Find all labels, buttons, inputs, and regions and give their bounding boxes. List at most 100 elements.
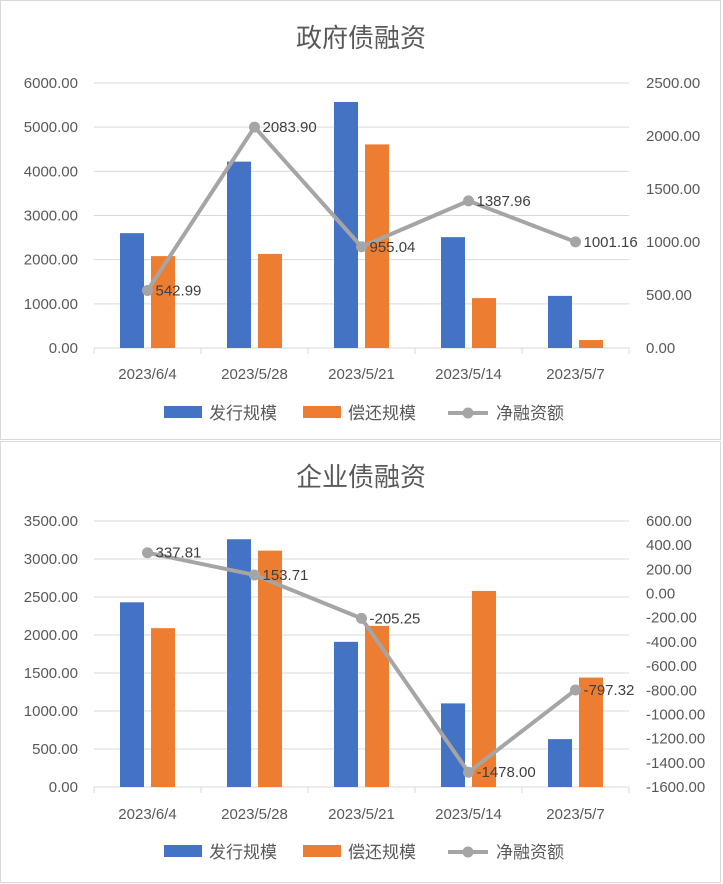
corp-legend-item: 净融资额: [448, 843, 564, 863]
gov-net-financing-label: 955.04: [370, 239, 416, 256]
gov-legend-label: 净融资额: [496, 404, 564, 424]
corp-bar-repayment: [151, 628, 175, 787]
gov-left-tick-label: 5000.00: [24, 119, 78, 136]
corp-right-tick-label: -200.00: [646, 610, 697, 627]
corp-right-tick-label: -400.00: [646, 634, 697, 651]
gov-category-label: 2023/5/7: [546, 366, 604, 383]
corp-left-tick-label: 1000.00: [24, 703, 78, 720]
gov-bar-issuance: [120, 233, 144, 348]
corp-right-tick-label: -800.00: [646, 682, 697, 699]
gov-right-tick-label: 2000.00: [646, 128, 700, 145]
corp-right-tick-label: 400.00: [646, 537, 692, 554]
corp-category-label: 2023/6/4: [118, 806, 176, 823]
gov-bond-chart: 政府债融资 0.00 1000.00 2000.00 3000.00 4000.00 500…: [24, 24, 700, 424]
corp-bar-repayment: [579, 677, 603, 787]
corp-category-label: 2023/5/7: [546, 806, 604, 823]
corp-bond-chart: 企业债融资 0.00 500.00 1000.00 1500.00 2000.00 2500…: [24, 463, 705, 863]
gov-category-label: 2023/5/21: [328, 366, 395, 383]
corp-right-tick-label: 600.00: [646, 513, 692, 530]
corp-category-label: 2023/5/28: [221, 806, 288, 823]
gov-left-tick-label: 6000.00: [24, 75, 78, 92]
gov-bar-issuance: [548, 295, 572, 348]
corp-bar-repayment: [472, 590, 496, 787]
gov-net-financing-point: [570, 236, 581, 248]
gov-net-financing-label: 2083.90: [263, 119, 317, 136]
gov-legend-label: 发行规模: [209, 404, 277, 424]
corp-bond-chart-panel: 企业债融资 0.00 500.00 1000.00 1500.00 2000.00 2500…: [0, 441, 721, 883]
gov-bond-chart-panel: 政府债融资 0.00 1000.00 2000.00 3000.00 4000.00 500…: [0, 0, 721, 440]
corp-bar-issuance: [120, 602, 144, 787]
gov-left-tick-label: 0.00: [49, 340, 78, 357]
gov-right-tick-label: 2500.00: [646, 75, 700, 92]
corp-net-financing-point: [142, 547, 153, 559]
corp-left-tick-label: 2500.00: [24, 589, 78, 606]
corp-net-financing-label: 337.81: [156, 545, 202, 562]
corp-left-tick-label: 500.00: [32, 741, 78, 758]
corp-legend-swatch: [303, 845, 341, 857]
gov-net-financing-point: [356, 241, 367, 253]
corp-chart-title: 企业债融资: [296, 463, 426, 493]
gov-legend-label: 偿还规模: [348, 404, 416, 424]
gov-right-tick-label: 1500.00: [646, 181, 700, 198]
gov-left-tick-label: 1000.00: [24, 296, 78, 313]
corp-legend-swatch: [164, 845, 202, 857]
gov-left-tick-label: 2000.00: [24, 252, 78, 269]
corp-right-tick-label: -1400.00: [646, 755, 705, 772]
gov-legend-swatch: [303, 406, 341, 418]
corp-right-tick-label: 0.00: [646, 586, 675, 603]
gov-legend-item: 净融资额: [448, 404, 564, 424]
gov-left-tick-label: 4000.00: [24, 163, 78, 180]
corp-net-financing-point: [249, 569, 260, 581]
gov-category-label: 2023/5/14: [435, 366, 502, 383]
gov-legend-swatch: [164, 406, 202, 418]
gov-net-financing-label: 1387.96: [477, 193, 531, 210]
gov-legend-marker: [462, 407, 474, 419]
corp-net-financing-label: -205.25: [370, 610, 421, 627]
gov-category-label: 2023/5/28: [221, 366, 288, 383]
corp-legend-label: 净融资额: [496, 843, 564, 863]
corp-left-tick-label: 1500.00: [24, 665, 78, 682]
gov-right-tick-label: 500.00: [646, 287, 692, 304]
corp-right-tick-label: 200.00: [646, 561, 692, 578]
gov-bar-repayment: [579, 340, 603, 348]
gov-legend-item: 发行规模: [164, 404, 277, 424]
gov-net-financing-label: 542.99: [156, 282, 202, 299]
corp-category-label: 2023/5/14: [435, 806, 502, 823]
gov-net-financing-point: [249, 121, 260, 133]
corp-net-financing-point: [570, 684, 581, 696]
corp-net-financing-label: 153.71: [263, 567, 309, 584]
corp-bar-repayment: [258, 550, 282, 787]
corp-legend-label: 发行规模: [209, 843, 277, 863]
gov-bar-repayment: [258, 253, 282, 348]
corp-legend-item: 发行规模: [164, 843, 277, 863]
corp-net-financing-point: [463, 766, 474, 778]
gov-chart-title: 政府债融资: [296, 24, 426, 54]
corp-net-financing-label: -1478.00: [477, 764, 536, 781]
corp-right-tick-label: -1000.00: [646, 706, 705, 723]
gov-category-label: 2023/6/4: [118, 366, 176, 383]
gov-bar-issuance: [227, 161, 251, 348]
gov-right-tick-label: 1000.00: [646, 234, 700, 251]
gov-legend-item: 偿还规模: [303, 404, 416, 424]
corp-net-financing-label: -797.32: [584, 682, 635, 699]
corp-bar-issuance: [548, 739, 572, 787]
corp-right-tick-label: -1200.00: [646, 731, 705, 748]
corp-legend-label: 偿还规模: [348, 843, 416, 863]
gov-net-financing-point: [142, 284, 153, 296]
gov-left-tick-label: 3000.00: [24, 208, 78, 225]
corp-legend-item: 偿还规模: [303, 843, 416, 863]
corp-net-financing-point: [356, 612, 367, 624]
gov-bar-issuance: [334, 101, 358, 348]
gov-net-financing-point: [463, 195, 474, 207]
gov-bar-repayment: [365, 144, 389, 348]
corp-left-tick-label: 2000.00: [24, 627, 78, 644]
corp-right-tick-label: -1600.00: [646, 779, 705, 796]
corp-category-label: 2023/5/21: [328, 806, 395, 823]
corp-left-tick-label: 3500.00: [24, 513, 78, 530]
corp-left-tick-label: 3000.00: [24, 551, 78, 568]
corp-bar-issuance: [334, 641, 358, 787]
gov-net-financing-label: 1001.16: [584, 234, 638, 251]
corp-left-tick-label: 0.00: [49, 779, 78, 796]
corp-right-tick-label: -600.00: [646, 658, 697, 675]
gov-bar-repayment: [151, 256, 175, 348]
